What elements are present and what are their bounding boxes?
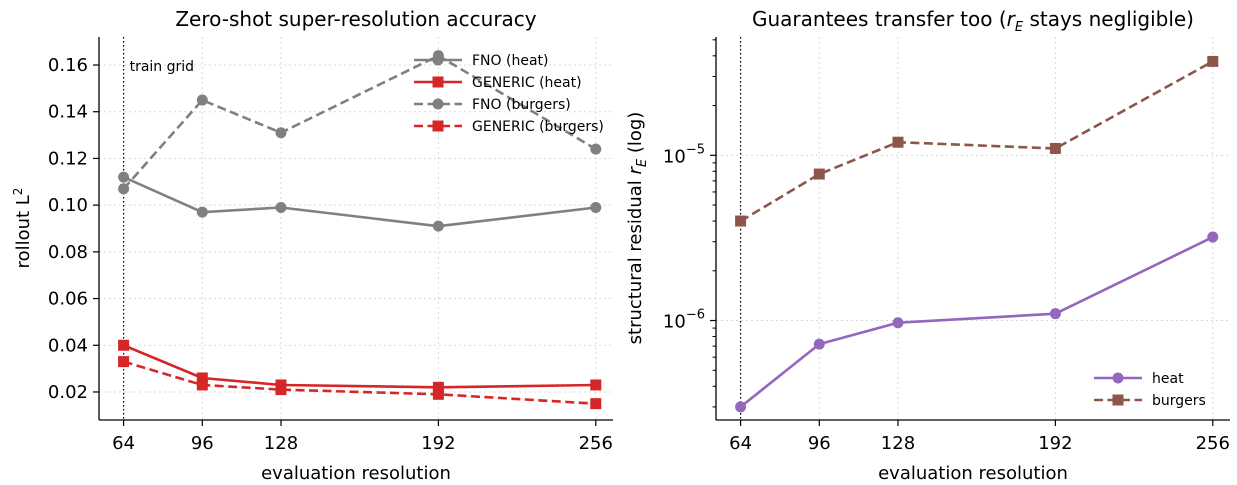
accuracy-y-tick-label: 0.06 — [48, 289, 88, 310]
accuracy-series-point-2 — [275, 127, 287, 139]
accuracy-series-point-1 — [590, 379, 602, 391]
residual-series-line-1 — [739, 60, 1214, 223]
residual-y-tick-exponent: −5 — [686, 142, 705, 157]
residual-x-tick-label: 64 — [729, 433, 752, 454]
accuracy-series-point-3 — [196, 379, 208, 391]
residual-series-point-1 — [735, 215, 747, 227]
accuracy-panel: Zero-shot super-resolution accuracy eval… — [11, 7, 613, 484]
accuracy-series-point-0 — [118, 171, 130, 183]
accuracy-x-tick-label: 192 — [421, 433, 455, 454]
accuracy-y-tick-label: 0.04 — [48, 335, 88, 356]
accuracy-title: Zero-shot super-resolution accuracy — [175, 7, 536, 31]
accuracy-legend-label-3: GENERIC (burgers) — [472, 119, 604, 135]
residual-legend-label-0: heat — [1152, 371, 1184, 387]
accuracy-y-tick-label: 0.08 — [48, 242, 88, 263]
accuracy-ylabel-superscript: 2 — [11, 188, 25, 196]
residual-ylabel-pre: structural residual — [625, 175, 646, 345]
residual-y-tick-base: 10 — [663, 312, 686, 333]
accuracy-series-point-3 — [275, 384, 287, 396]
accuracy-x-tick-label: 128 — [264, 433, 298, 454]
residual-series-point-0 — [1049, 308, 1061, 320]
accuracy-legend-label-2: FNO (burgers) — [472, 97, 571, 113]
residual-y-tick-label: 10−6 — [663, 308, 705, 333]
residual-legend-label-1: burgers — [1152, 393, 1206, 409]
accuracy-y-tick-label: 0.02 — [48, 382, 88, 403]
accuracy-series-point-3 — [590, 398, 602, 410]
accuracy-y-tick-label: 0.12 — [48, 148, 88, 169]
residual-x-tick-label: 128 — [881, 433, 915, 454]
accuracy-legend-label-0: FNO (heat) — [472, 53, 548, 69]
accuracy-series-line-3 — [123, 360, 596, 405]
accuracy-legend-label-1: GENERIC (heat) — [472, 75, 582, 91]
residual-series-point-1 — [813, 168, 825, 180]
accuracy-legend-marker-3 — [432, 120, 444, 132]
accuracy-series-point-3 — [118, 356, 130, 368]
accuracy-series-point-0 — [275, 201, 287, 213]
residual-series-point-0 — [1207, 231, 1219, 243]
residual-series-point-1 — [892, 136, 904, 148]
accuracy-series-point-3 — [432, 388, 444, 400]
residual-legend-marker-0 — [1112, 372, 1124, 384]
residual-title-pre: Guarantees transfer too ( — [752, 7, 1007, 31]
residual-title-post: stays negligible) — [1023, 7, 1194, 31]
accuracy-y-tick-label: 0.16 — [48, 55, 88, 76]
residual-series-point-0 — [735, 401, 747, 413]
residual-series-line-0 — [739, 235, 1214, 408]
residual-legend-marker-1 — [1112, 394, 1124, 406]
accuracy-series-line-1 — [123, 344, 596, 389]
accuracy-series-point-2 — [196, 94, 208, 106]
residual-panel: Guarantees transfer too (rE stays neglig… — [625, 7, 1230, 484]
accuracy-x-tick-label: 256 — [579, 433, 613, 454]
accuracy-xlabel: evaluation resolution — [261, 463, 451, 484]
accuracy-x-tick-label: 64 — [112, 433, 135, 454]
accuracy-series-point-2 — [590, 143, 602, 155]
residual-y-tick-exponent: −6 — [686, 308, 705, 323]
accuracy-y-tick-label: 0.10 — [48, 195, 88, 216]
residual-title: Guarantees transfer too (rE stays neglig… — [752, 7, 1194, 35]
accuracy-series-point-0 — [432, 220, 444, 232]
residual-ylabel-sub: E — [635, 158, 650, 167]
accuracy-ylabel-text: rollout L — [13, 195, 34, 268]
residual-series-point-1 — [1049, 142, 1061, 154]
residual-title-sub: E — [1015, 20, 1024, 35]
residual-series-point-0 — [892, 317, 904, 329]
accuracy-series-point-2 — [118, 183, 130, 195]
accuracy-ylabel: rollout L2 — [11, 188, 34, 269]
residual-y-tick-base: 10 — [663, 146, 686, 167]
residual-x-tick-label: 256 — [1196, 433, 1230, 454]
accuracy-x-tick-label: 96 — [191, 433, 214, 454]
residual-xlabel: evaluation resolution — [878, 463, 1068, 484]
residual-x-tick-label: 192 — [1038, 433, 1072, 454]
residual-ylabel-var: r — [625, 166, 646, 175]
accuracy-series-point-0 — [196, 206, 208, 218]
accuracy-series-line-0 — [123, 175, 596, 228]
accuracy-series-point-1 — [118, 339, 130, 351]
residual-ylabel-post: (log) — [625, 112, 646, 159]
accuracy-legend-marker-2 — [432, 98, 444, 110]
residual-y-tick-label: 10−5 — [663, 142, 705, 167]
accuracy-annotation: train grid — [130, 59, 194, 75]
accuracy-y-tick-label: 0.14 — [48, 102, 88, 123]
residual-x-tick-label: 96 — [808, 433, 831, 454]
accuracy-series-point-1 — [432, 381, 444, 393]
residual-title-var: r — [1007, 7, 1017, 31]
accuracy-series-point-1 — [196, 372, 208, 384]
accuracy-legend-marker-0 — [432, 54, 444, 66]
residual-series-point-1 — [1207, 55, 1219, 67]
accuracy-series-point-0 — [590, 201, 602, 213]
residual-ylabel: structural residual rE (log) — [625, 112, 650, 345]
accuracy-legend-marker-1 — [432, 76, 444, 88]
residual-series-point-0 — [813, 338, 825, 350]
